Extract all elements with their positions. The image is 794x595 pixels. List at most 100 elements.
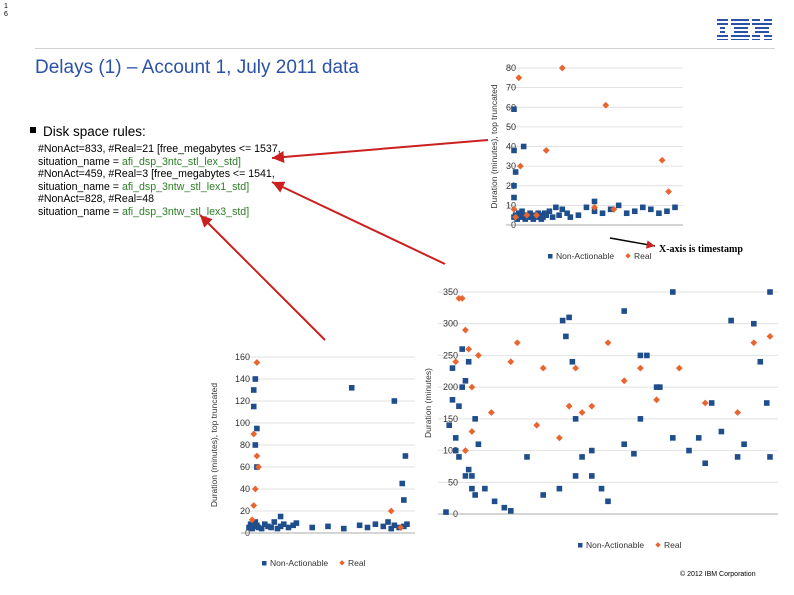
non-actionable-point <box>277 513 284 520</box>
y-tick-label: 50 <box>448 477 458 487</box>
non-actionable-point <box>564 210 570 217</box>
non-actionable-point <box>459 384 465 390</box>
non-actionable-point <box>631 208 638 215</box>
non-actionable-point <box>517 214 524 220</box>
non-actionable-point <box>511 194 517 201</box>
non-actionable-point <box>271 519 278 525</box>
rule-line: situation_name = afi_dsp_3ntw_stl_lex3_s… <box>38 206 281 219</box>
non-actionable-point <box>751 320 757 327</box>
non-actionable-point <box>401 523 407 530</box>
ibm-logo <box>717 19 772 40</box>
non-actionable-point <box>388 525 394 532</box>
non-actionable-point <box>456 454 462 460</box>
y-tick-label: 10 <box>506 200 516 210</box>
non-actionable-point <box>446 422 453 428</box>
non-actionable-point <box>530 216 537 222</box>
real-point <box>513 339 521 347</box>
real-point <box>658 156 666 164</box>
non-actionable-point <box>391 398 398 404</box>
y-tick-label: 100 <box>443 446 458 456</box>
non-actionable-point <box>280 521 287 527</box>
non-actionable-point <box>657 384 663 390</box>
y-axis-label: Duration (minutes) <box>423 368 433 438</box>
non-actionable-point <box>402 453 409 459</box>
y-tick-label: 250 <box>443 350 458 360</box>
real-point <box>591 203 598 211</box>
real-point <box>602 101 610 109</box>
non-actionable-point <box>589 447 595 454</box>
rule-prefix: situation_name = <box>38 205 122 218</box>
legend-real-marker <box>339 560 345 566</box>
non-actionable-point <box>265 523 271 530</box>
non-actionable-point <box>511 147 517 154</box>
non-actionable-point <box>469 473 475 479</box>
non-actionable-point <box>508 508 514 514</box>
non-actionable-point <box>268 524 274 531</box>
real-point <box>452 358 460 366</box>
non-actionable-point <box>519 208 525 215</box>
real-point <box>250 502 258 509</box>
y-tick-label: 20 <box>506 181 516 191</box>
non-actionable-point <box>252 376 259 382</box>
rule-line: #NonAct=833, #Real=21 [free_megabytes <=… <box>38 143 281 155</box>
real-point <box>556 434 563 442</box>
non-actionable-point <box>708 400 715 406</box>
non-actionable-point <box>672 204 678 211</box>
non-actionable-point <box>399 480 406 487</box>
bullet-square-icon <box>30 127 36 134</box>
y-tick-label: 60 <box>506 102 516 112</box>
real-point <box>253 452 261 460</box>
non-actionable-point <box>511 182 517 189</box>
non-actionable-point <box>341 525 347 532</box>
non-actionable-point <box>702 460 708 467</box>
non-actionable-point <box>527 210 533 217</box>
legend-non-actionable-label: Non-Actionable <box>586 540 644 550</box>
non-actionable-point <box>572 416 579 422</box>
real-point <box>533 421 541 429</box>
non-actionable-point <box>549 214 556 220</box>
non-actionable-point <box>459 346 465 352</box>
non-actionable-point <box>462 378 469 384</box>
real-point <box>588 402 596 410</box>
non-actionable-point <box>653 384 660 390</box>
non-actionable-point <box>543 212 549 218</box>
non-actionable-point <box>591 198 598 205</box>
non-actionable-point <box>516 210 522 217</box>
non-actionable-point <box>637 416 644 422</box>
y-axis-label: Duration (minutes), top truncated <box>209 383 219 508</box>
real-point <box>468 383 476 391</box>
rule-line: situation_name = afi_dsp_3ntw_stl_lex1_s… <box>38 181 281 194</box>
legend-non-actionable-label: Non-Actionable <box>556 251 614 261</box>
real-point <box>397 524 405 531</box>
non-actionable-point <box>670 289 676 295</box>
non-actionable-point <box>443 509 449 515</box>
non-actionable-point <box>274 525 281 532</box>
rule-prefix: situation_name = <box>38 155 122 168</box>
legend-real-label: Real <box>348 558 366 568</box>
real-point <box>468 428 476 435</box>
rule-situation: afi_dsp_3ntc_stl_lex_std] <box>121 155 241 168</box>
y-tick-label: 160 <box>235 352 250 362</box>
non-actionable-point <box>501 504 508 511</box>
real-point <box>507 358 515 366</box>
rule-situation: afi_dsp_3ntw_stl_lex3_std] <box>121 205 250 218</box>
non-actionable-point <box>380 523 387 530</box>
non-actionable-point <box>512 169 519 175</box>
non-actionable-point <box>664 208 670 215</box>
non-actionable-point <box>640 204 646 211</box>
non-actionable-point <box>449 365 456 371</box>
non-actionable-point <box>482 485 488 492</box>
non-actionable-point <box>728 317 734 324</box>
real-point <box>653 396 660 404</box>
non-actionable-point <box>648 206 654 213</box>
legend-non-actionable-marker <box>578 543 583 548</box>
non-actionable-point <box>262 521 268 527</box>
non-actionable-point <box>559 317 566 324</box>
real-point <box>533 211 540 219</box>
x-axis-arrow <box>609 237 656 249</box>
non-actionable-point <box>589 473 595 479</box>
non-actionable-point <box>718 428 725 435</box>
non-actionable-point <box>250 387 257 393</box>
non-actionable-point <box>465 466 472 473</box>
non-actionable-point <box>757 358 764 365</box>
